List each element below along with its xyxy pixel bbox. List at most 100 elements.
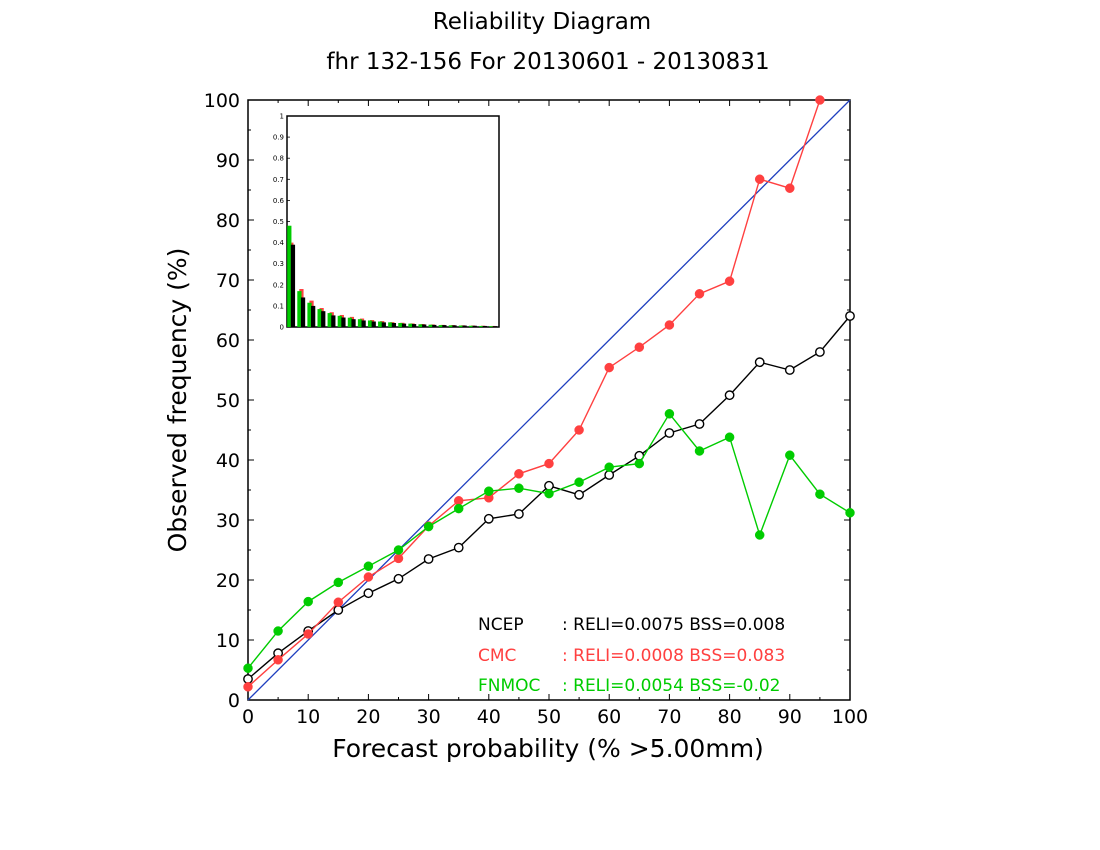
x-axis-label: Forecast probability (% >5.00mm): [332, 734, 764, 763]
data-point-cmc: [514, 469, 524, 479]
x-tick-label: 20: [356, 706, 380, 728]
inset-bar-ncep: [432, 324, 437, 327]
inset-bar-ncep: [462, 325, 467, 327]
y-tick-label: 70: [216, 270, 240, 292]
data-point-cmc: [393, 553, 404, 564]
inset-bar-ncep: [422, 324, 427, 327]
inset-bar-ncep: [381, 322, 386, 327]
series-line-cmc: [247, 99, 821, 688]
chart-subtitle: fhr 132-156 For 20130601 - 20130831: [326, 49, 769, 75]
inset-y-tick-label: 0.4: [273, 239, 285, 247]
inset-y-tick-label: 0.7: [273, 176, 284, 184]
x-tick-label: 40: [477, 706, 501, 728]
inset-bar-ncep: [331, 315, 336, 327]
inset-y-tick-label: 1: [280, 113, 284, 121]
y-tick-label: 60: [216, 330, 240, 352]
y-tick-label: 0: [228, 690, 240, 712]
inset-bar-fnmoc: [327, 313, 332, 327]
data-point-fnmoc: [363, 561, 374, 571]
inset-y-tick-label: 0.6: [273, 197, 285, 205]
inset-bar-fnmoc: [367, 320, 373, 327]
inset-bar-ncep: [290, 244, 296, 327]
x-tick-label: 30: [417, 706, 441, 728]
data-point-fnmoc: [453, 503, 464, 514]
legend-name-ncep: NCEP: [478, 615, 524, 635]
data-point-cmc: [604, 362, 614, 373]
data-point-fnmoc: [694, 446, 705, 456]
data-point-cmc: [544, 458, 554, 469]
inset-y-tick-label: 0.3: [273, 260, 284, 268]
data-point-cmc: [363, 572, 374, 582]
data-point-fnmoc: [845, 508, 855, 518]
data-point-ncep: [363, 588, 374, 599]
data-point-fnmoc: [574, 477, 584, 487]
data-point-ncep: [514, 509, 524, 519]
inset-bar-ncep: [300, 297, 306, 327]
y-axis-label: Observed frequency (%): [163, 248, 192, 553]
data-point-cmc: [785, 183, 795, 193]
legend-stats-cmc: : RELI=0.0008 BSS=0.083: [562, 646, 785, 666]
data-point-ncep: [423, 554, 434, 564]
inset-bar-fnmoc: [297, 291, 302, 327]
data-point-cmc: [724, 276, 735, 286]
inset-bar-ncep: [361, 320, 366, 327]
inset-bar-ncep: [401, 323, 407, 327]
x-tick-label: 50: [537, 706, 561, 728]
inset-bar-ncep: [492, 326, 497, 327]
inset-bar-ncep: [472, 325, 477, 327]
data-point-fnmoc: [484, 486, 494, 496]
y-tick-label: 40: [216, 450, 240, 472]
data-point-fnmoc: [303, 596, 313, 607]
inset-bar-fnmoc: [398, 322, 403, 327]
legend-name-fnmoc: FNMOC: [478, 676, 540, 696]
data-point-cmc: [694, 289, 705, 299]
data-point-ncep: [333, 605, 344, 615]
inset-bar-fnmoc: [317, 309, 322, 327]
inset-bar-fnmoc: [388, 322, 393, 327]
inset-bar-fnmoc: [337, 315, 342, 327]
inset-y-tick-label: 0.1: [273, 302, 284, 310]
inset-bar-ncep: [311, 305, 316, 327]
inset-bar-ncep: [321, 311, 326, 327]
inset-bar-ncep: [482, 325, 487, 327]
data-point-fnmoc: [754, 530, 765, 540]
x-tick-label: 80: [718, 706, 742, 728]
inset-bar-fnmoc: [479, 325, 484, 327]
data-point-fnmoc: [785, 450, 795, 460]
data-point-fnmoc: [664, 409, 675, 419]
data-point-ncep: [724, 390, 735, 401]
legend: NCEP : RELI=0.0075 BSS=0.008 CMC : RELI=0.0…: [478, 615, 785, 696]
inset-bar-fnmoc: [357, 319, 363, 327]
data-point-cmc: [754, 174, 765, 184]
legend-stats-ncep: : RELI=0.0075 BSS=0.008: [562, 615, 785, 635]
data-point-cmc: [634, 342, 645, 352]
inset-y-tick-label: 0.9: [273, 134, 284, 142]
data-point-cmc: [273, 655, 283, 665]
legend-name-cmc: CMC: [478, 646, 516, 666]
data-point-ncep: [544, 480, 554, 491]
data-point-ncep: [784, 365, 795, 375]
data-point-ncep: [845, 311, 855, 321]
data-point-fnmoc: [815, 489, 825, 499]
data-point-cmc: [243, 682, 253, 692]
y-tick-label: 90: [216, 150, 240, 172]
inset-bar-fnmoc: [418, 324, 423, 327]
inset-frame: [286, 115, 500, 328]
data-point-fnmoc: [393, 545, 404, 555]
inset-bar-fnmoc: [438, 325, 443, 327]
data-point-fnmoc: [333, 577, 344, 588]
data-point-cmc: [815, 95, 825, 105]
data-point-ncep: [483, 513, 494, 524]
y-tick-label: 10: [216, 630, 240, 652]
y-tick-label: 30: [216, 510, 240, 532]
inset-bar-ncep: [411, 324, 417, 327]
inset-bar-fnmoc: [468, 325, 474, 327]
forecast-frequency-inset: 0 0.1 0.2 0.3 0.4 0.5 0.6 0.7 0.8 0.9 1: [273, 113, 500, 332]
data-point-ncep: [453, 542, 464, 553]
x-tick-label: 90: [778, 706, 802, 728]
inset-bar-ncep: [351, 319, 356, 327]
legend-stats-fnmoc: : RELI=0.0054 BSS=-0.02: [562, 676, 780, 696]
inset-bar-fnmoc: [489, 326, 494, 327]
data-point-ncep: [754, 357, 765, 368]
